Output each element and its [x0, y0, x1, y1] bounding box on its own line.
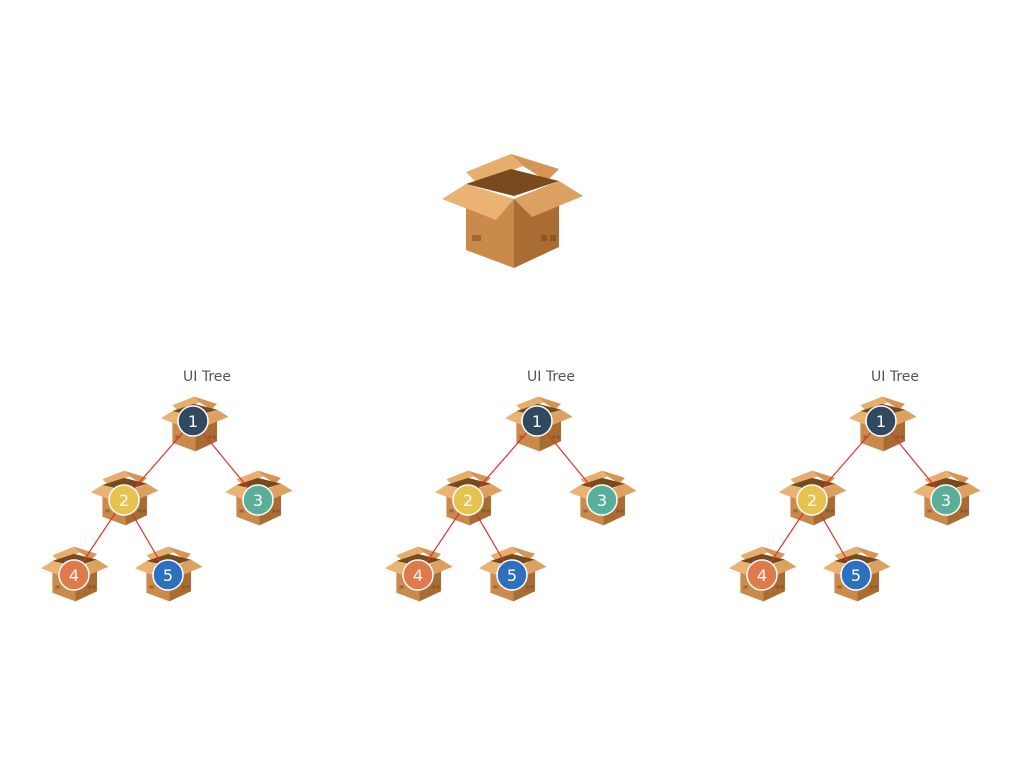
node-label: 2	[119, 491, 129, 510]
tree-node-1	[177, 405, 209, 437]
node-label: 1	[876, 412, 886, 431]
node-label: 3	[941, 491, 951, 510]
tree-node-5	[496, 559, 528, 591]
node-label: 5	[851, 566, 861, 585]
tree-edge-1-3	[880, 420, 947, 501]
tree-node-2	[108, 484, 140, 516]
hero-open-box-icon	[442, 154, 583, 268]
node-label: 5	[507, 566, 517, 585]
node-label: 5	[163, 566, 173, 585]
trees-layer: UI Tree 1 2 3 4 5 UI Tree 1 2 3 4 5 UI Tree 1 2 3 4 5	[40, 369, 981, 602]
ui-tree-1: UI Tree 1 2 3 4 5	[40, 369, 293, 602]
tree-node-4	[58, 559, 90, 591]
tree-title: UI Tree	[527, 369, 575, 385]
tree-node-1	[865, 405, 897, 437]
tree-node-5	[152, 559, 184, 591]
node-label: 4	[69, 566, 79, 585]
tree-node-3	[930, 484, 962, 516]
tree-node-2	[452, 484, 484, 516]
tree-node-4	[402, 559, 434, 591]
ui-tree-3: UI Tree 1 2 3 4 5	[728, 369, 981, 602]
node-label: 1	[188, 412, 198, 431]
node-label: 2	[463, 491, 473, 510]
tree-edge-1-2	[123, 420, 194, 501]
tree-edge-1-2	[467, 420, 538, 501]
tree-node-5	[840, 559, 872, 591]
node-label: 2	[807, 491, 817, 510]
tree-edge-1-2	[811, 420, 882, 501]
node-label: 3	[597, 491, 607, 510]
node-label: 3	[253, 491, 263, 510]
tree-node-2	[796, 484, 828, 516]
tree-edge-1-3	[192, 420, 259, 501]
tree-edge-1-3	[536, 420, 603, 501]
tree-title: UI Tree	[183, 369, 231, 385]
tree-node-3	[242, 484, 274, 516]
node-label: 4	[757, 566, 767, 585]
tree-node-3	[586, 484, 618, 516]
tree-title: UI Tree	[871, 369, 919, 385]
node-label: 1	[532, 412, 542, 431]
tree-node-1	[521, 405, 553, 437]
tree-node-4	[746, 559, 778, 591]
ui-tree-2: UI Tree 1 2 3 4 5	[384, 369, 637, 602]
node-label: 4	[413, 566, 423, 585]
